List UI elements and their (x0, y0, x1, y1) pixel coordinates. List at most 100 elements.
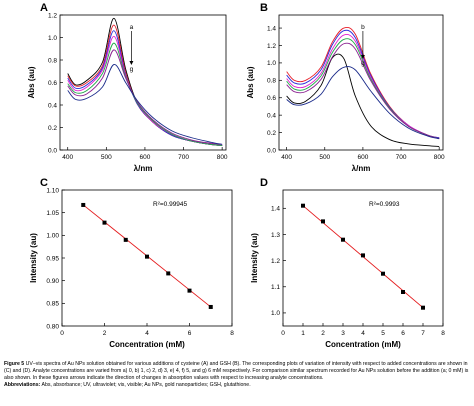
y-tick-label: 1.3 (271, 232, 280, 239)
y-tick-label: 1.1 (271, 284, 280, 291)
y-axis-label: Abs (au) (246, 66, 255, 98)
x-tick-label: 3 (341, 330, 345, 337)
x-tick-label: 4 (361, 330, 365, 337)
x-tick-label: 800 (217, 154, 228, 161)
spectrum-line-f (67, 49, 223, 145)
data-point (321, 219, 325, 224)
y-tick-label: 1.2 (267, 43, 276, 50)
y-tick-label: 1.4 (271, 206, 280, 213)
plot-frame (59, 14, 227, 151)
y-tick-label: 0.0 (267, 147, 276, 154)
x-axis-label: Concentration (mM) (325, 340, 401, 349)
x-tick-label: 800 (434, 154, 445, 161)
x-tick-label: 0 (281, 330, 285, 337)
panel-letter: C (40, 177, 48, 189)
data-point (401, 290, 405, 294)
x-tick-label: 700 (178, 154, 189, 161)
y-tick-label: 1.0 (48, 35, 57, 42)
data-point (187, 288, 192, 293)
data-point (208, 304, 213, 309)
y-tick-label: 0.95 (46, 255, 59, 262)
figure-label: Figure 5 (4, 361, 25, 367)
spectrum-line-g (67, 64, 223, 145)
x-tick-label: 7 (421, 330, 425, 337)
x-tick-label: 5 (381, 330, 385, 337)
figure-canvas: 400 500 600 700 8000.00.20.40.60.81.01.2Aλ/n… (27, 2, 445, 349)
y-tick-label: 0.4 (267, 112, 276, 119)
x-tick-label: 500 (319, 154, 330, 161)
arrow-end-label: g (130, 66, 134, 73)
plot-frame (282, 189, 444, 327)
r-squared-annotation: R²=0.9993 (369, 201, 400, 208)
y-tick-label: 0.4 (48, 102, 57, 109)
caption-paragraph: Figure 5 UV–vis spectra of Au NPs soluti… (4, 361, 470, 382)
x-tick-label: 6 (401, 330, 405, 337)
y-axis-label: Abs (au) (27, 66, 36, 98)
x-tick-label: 400 (281, 154, 292, 161)
data-point (123, 237, 128, 242)
data-point (166, 271, 171, 276)
x-tick-label: 2 (103, 330, 107, 337)
spectrum-line-b (67, 24, 223, 146)
data-point (361, 253, 365, 258)
y-axis-label: Intensity (au) (250, 233, 259, 283)
y-tick-label: 1.0 (267, 60, 276, 67)
y-tick-label: 0.2 (267, 130, 276, 137)
y-tick-label: 0.6 (267, 95, 276, 102)
panel-c-calibration: 0 2 4 6 8 0.80 0.85 0.90 0.95 1.00 1.05 1.10C Concen… (29, 177, 234, 349)
x-tick-label: 600 (357, 154, 368, 161)
data-point (102, 220, 107, 225)
x-axis-label: λ/nm (352, 164, 371, 173)
panel-a-spectra: 400 500 600 700 800 0.0 0.2 0.4 0.6 0.8 1.0 1.2Aλ/n… (27, 2, 228, 173)
y-tick-label: 0.0 (48, 147, 57, 154)
r-squared-annotation: R²=0.99945 (153, 201, 188, 208)
y-axis-label: Intensity (au) (29, 233, 38, 283)
abbreviations-paragraph: Abbreviations: Abs, absorbance; UV, ultr… (4, 382, 470, 389)
data-point (341, 237, 345, 242)
spectrum-line-g (286, 66, 440, 140)
arrow-start-label: a (130, 24, 134, 31)
abbreviations-label: Abbreviations: (4, 382, 41, 389)
y-tick-label: 0.90 (46, 278, 59, 285)
panel-letter: B (260, 2, 268, 14)
data-point (421, 305, 425, 310)
y-tick-label: 0.80 (46, 323, 59, 330)
x-tick-label: 8 (230, 330, 234, 337)
figure-caption: Figure 5 UV–vis spectra of Au NPs soluti… (4, 361, 470, 389)
spectrum-line-e (67, 42, 223, 146)
panel-letter: A (40, 2, 48, 14)
x-tick-label: 500 (101, 154, 112, 161)
spectrum-line-d (286, 34, 440, 140)
x-tick-label: 6 (188, 330, 192, 337)
abbreviations-text: Abs, absorbance; UV, ultraviolet; vis, v… (40, 382, 251, 389)
x-axis-label: λ/nm (134, 164, 153, 173)
data-point (381, 271, 385, 276)
y-tick-label: 1.2 (271, 258, 280, 265)
x-tick-label: 700 (396, 154, 407, 161)
y-tick-label: 0.2 (48, 125, 57, 132)
y-tick-label: 1.10 (46, 187, 59, 194)
y-tick-label: 1.4 (267, 25, 276, 32)
data-point (301, 203, 305, 208)
y-tick-label: 0.6 (48, 80, 57, 87)
x-tick-label: 1 (301, 330, 305, 337)
x-axis-label: Concentration (mM) (109, 340, 185, 349)
y-tick-label: 1.05 (46, 210, 59, 217)
spectrum-line-c (67, 30, 223, 146)
spectrum-line-f (286, 42, 440, 140)
y-tick-label: 0.85 (46, 301, 59, 308)
x-tick-label: 0 (60, 330, 64, 337)
data-point (81, 202, 86, 207)
y-tick-label: 0.8 (267, 78, 276, 85)
panel-b-spectra: 400 500 600 700 800 0.0 0.2 0.4 0.6 0.8 1.0 1.2 1.4 B… (246, 2, 445, 173)
panel-letter: D (260, 177, 268, 189)
direction-arrow-head (129, 61, 134, 65)
x-tick-label: 600 (140, 154, 151, 161)
y-tick-label: 1.2 (48, 12, 57, 19)
y-tick-label: 1.00 (46, 233, 59, 240)
panel-d-calibration: 0 1 2 3 4 5 6 7 8 1.0 1.1 1.2 1.3 1.4 D Concentration (… (250, 177, 445, 349)
x-tick-label: 8 (441, 330, 445, 337)
arrow-start-label: b (361, 24, 365, 31)
y-tick-label: 0.8 (48, 57, 57, 64)
x-tick-label: 400 (62, 154, 73, 161)
